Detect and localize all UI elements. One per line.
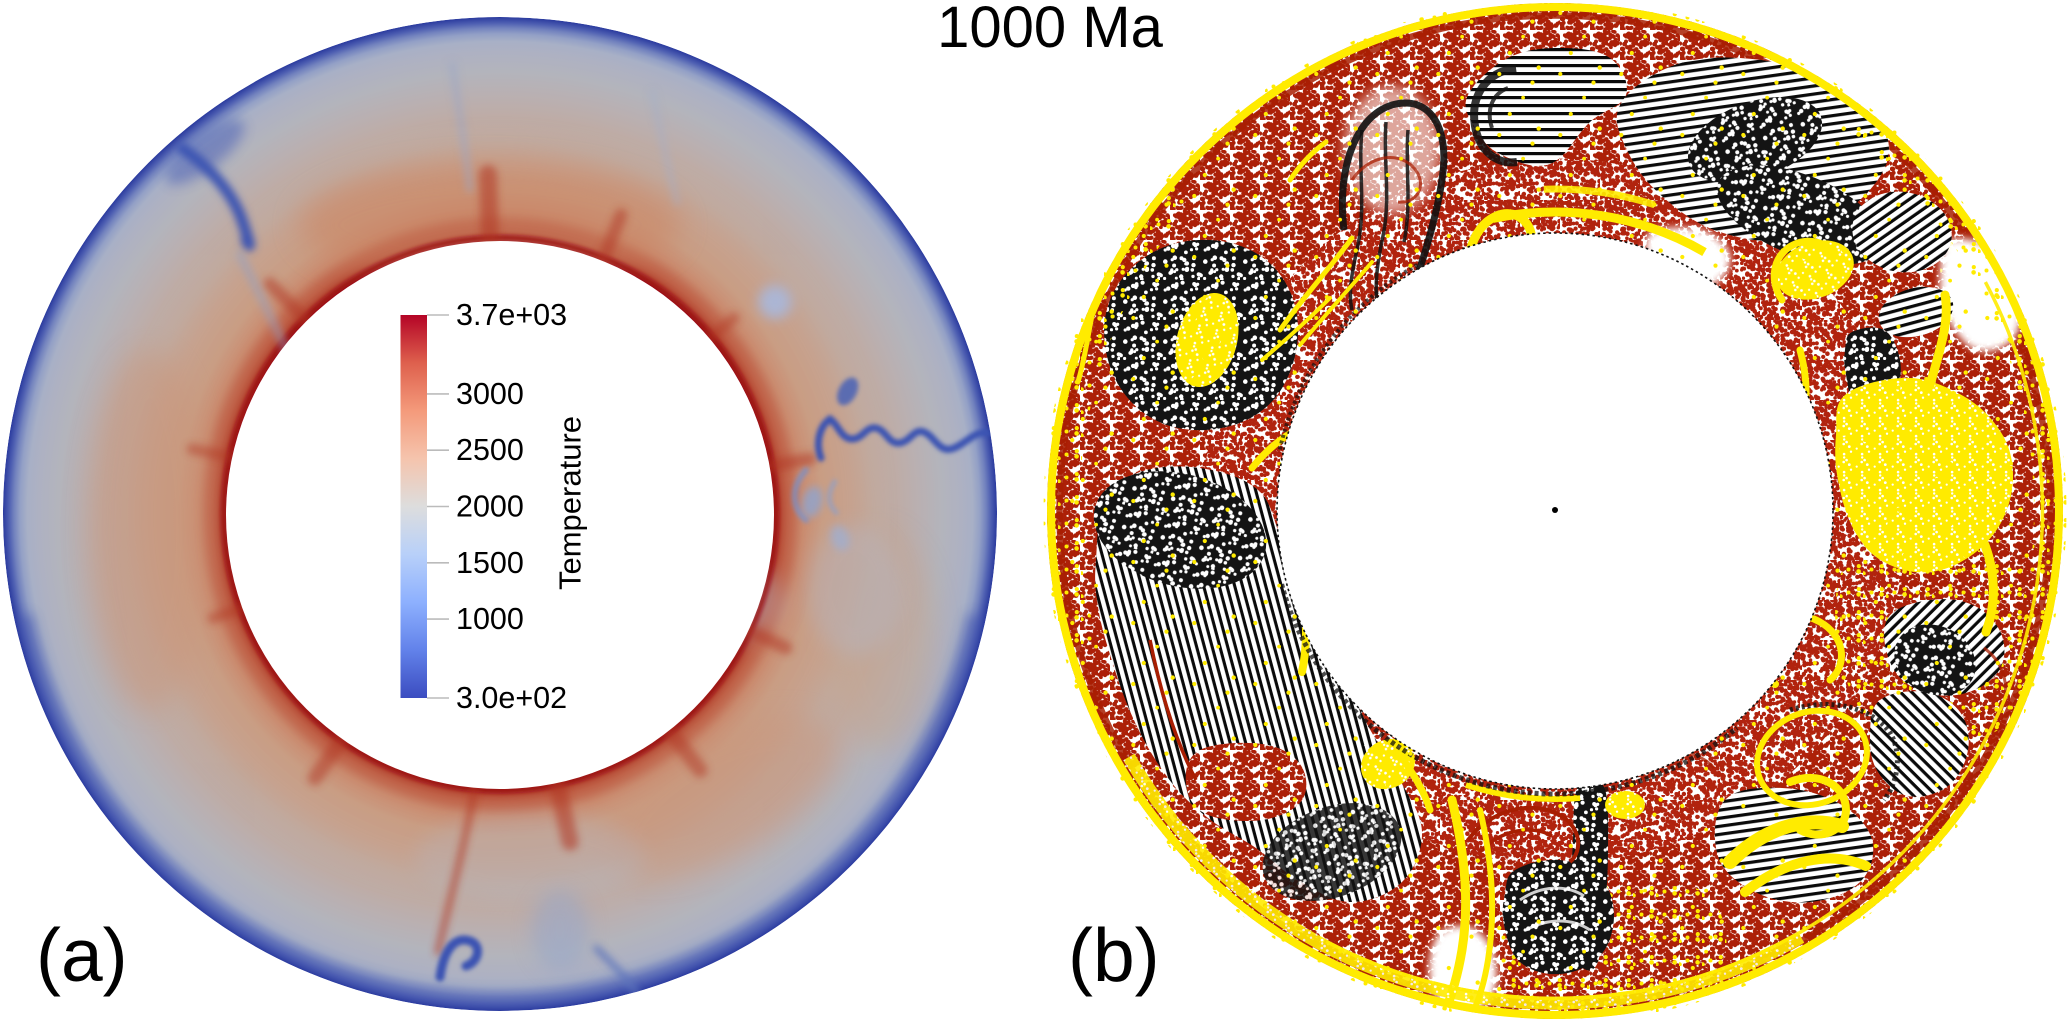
svg-text:(a): (a) bbox=[36, 913, 128, 997]
svg-text:Temperature: Temperature bbox=[553, 416, 588, 590]
svg-text:3.7e+03: 3.7e+03 bbox=[456, 298, 567, 332]
svg-text:2500: 2500 bbox=[456, 433, 524, 467]
svg-text:(b): (b) bbox=[1068, 913, 1160, 997]
svg-text:1000 Ma: 1000 Ma bbox=[937, 0, 1163, 60]
svg-text:3.0e+02: 3.0e+02 bbox=[456, 681, 567, 715]
svg-text:1000: 1000 bbox=[456, 602, 524, 636]
svg-text:1500: 1500 bbox=[456, 546, 524, 580]
svg-text:2000: 2000 bbox=[456, 490, 524, 524]
svg-text:3000: 3000 bbox=[456, 377, 524, 411]
